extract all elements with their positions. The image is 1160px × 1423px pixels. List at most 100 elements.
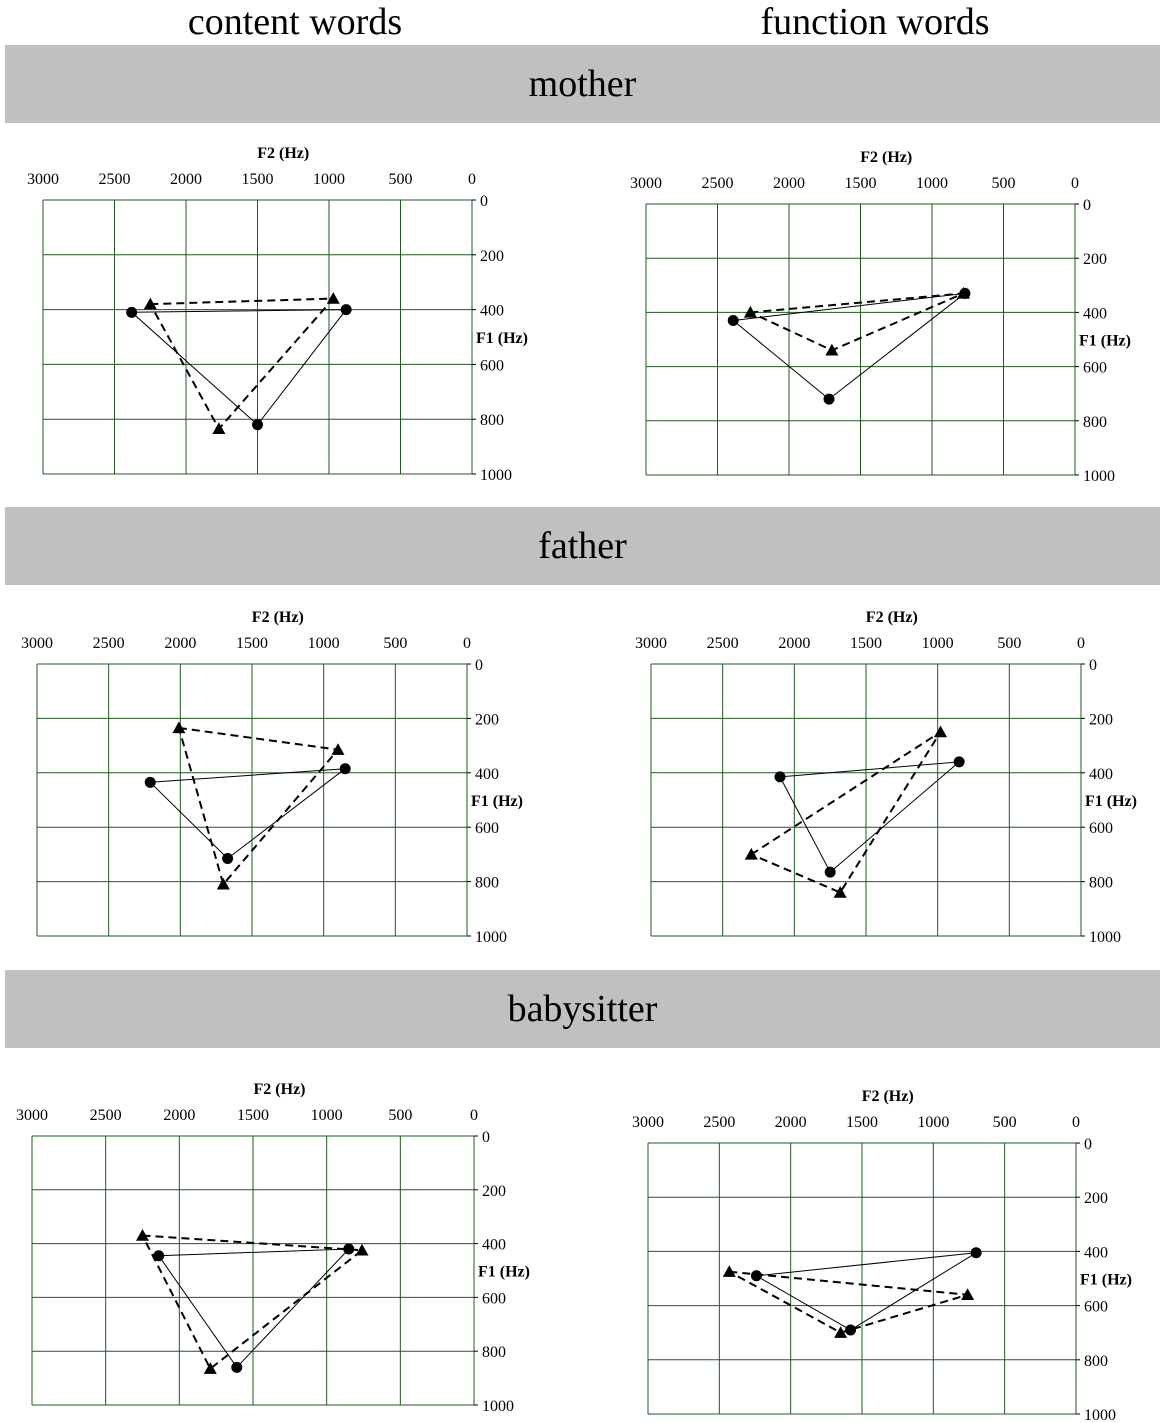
x-tick-label: 500 — [993, 1114, 1017, 1131]
triangle-marker — [957, 286, 970, 299]
circle-marker — [252, 419, 263, 431]
circle-marker — [343, 1243, 355, 1255]
series-triangle-line — [148, 297, 336, 431]
x-tick-label: 2500 — [90, 1107, 122, 1124]
circle-marker — [727, 315, 739, 327]
triangle-marker — [203, 1362, 217, 1374]
y-tick-label: 600 — [1083, 360, 1107, 377]
triangle-marker — [212, 422, 226, 434]
panel-band-babysitter: babysitter — [5, 970, 1160, 1048]
x-tick-label: 1000 — [917, 1114, 949, 1131]
x-tick-label: 2500 — [707, 635, 739, 652]
y-tick-label: 0 — [1084, 1136, 1092, 1153]
circle-marker — [953, 756, 965, 768]
series-triangle-line — [177, 726, 340, 887]
circle-marker — [824, 866, 836, 878]
triangle-marker — [136, 1229, 149, 1241]
function-words-heading: function words — [760, 1, 990, 43]
circle-marker — [774, 771, 786, 783]
x-tick-label: 3000 — [27, 171, 59, 188]
circle-marker — [339, 763, 351, 775]
x-tick-label: 2000 — [775, 1114, 807, 1131]
y-axis-title: F1 (Hz) — [478, 1264, 530, 1281]
x-tick-label: 1500 — [850, 635, 882, 652]
y-tick-label: 1000 — [482, 1398, 514, 1415]
x-tick-label: 1500 — [845, 175, 877, 192]
y-tick-label: 200 — [1089, 711, 1113, 728]
y-tick-label: 200 — [475, 711, 499, 728]
x-tick-label: 0 — [1077, 635, 1085, 652]
x-tick-label: 0 — [470, 1107, 478, 1124]
y-tick-label: 800 — [1084, 1353, 1108, 1370]
triangle-marker — [743, 305, 757, 318]
series-circle-line — [157, 1248, 351, 1369]
x-tick-label: 1000 — [916, 175, 948, 192]
y-tick-label: 600 — [1084, 1299, 1108, 1316]
x-tick-label: 2500 — [703, 1114, 735, 1131]
x-axis-title: F2 (Hz) — [866, 609, 918, 626]
triangle-marker — [722, 1265, 736, 1277]
x-tick-label: 3000 — [16, 1107, 48, 1124]
triangle-marker — [143, 297, 157, 310]
x-tick-label: 1500 — [242, 171, 274, 188]
y-tick-label: 400 — [475, 766, 499, 783]
series-triangle-line — [140, 1234, 365, 1371]
x-tick-label: 2500 — [702, 175, 734, 192]
y-axis-title: F1 (Hz) — [471, 793, 523, 810]
y-tick-label: 400 — [480, 303, 504, 320]
y-tick-label: 400 — [1089, 766, 1113, 783]
y-tick-label: 600 — [475, 820, 499, 837]
series-triangle-line — [728, 1270, 968, 1334]
x-tick-label: 3000 — [635, 635, 667, 652]
series-circle-line — [731, 292, 967, 400]
y-tick-label: 800 — [1089, 875, 1113, 892]
x-tick-label: 3000 — [632, 1114, 664, 1131]
series-circle-line — [149, 768, 347, 860]
series-triangle-line — [746, 292, 964, 352]
series-circle-line — [779, 761, 961, 873]
y-tick-label: 0 — [482, 1129, 490, 1146]
x-tick-label: 1000 — [311, 1107, 343, 1124]
series-circle-line — [754, 1252, 977, 1331]
triangle-marker — [834, 1326, 848, 1338]
y-tick-label: 1000 — [1084, 1407, 1116, 1423]
circle-marker — [222, 852, 234, 864]
x-tick-label: 500 — [388, 1107, 412, 1124]
triangle-marker — [825, 343, 839, 356]
circle-marker — [153, 1250, 165, 1262]
triangle-marker — [833, 886, 847, 898]
x-axis-title: F2 (Hz) — [252, 609, 304, 626]
x-tick-label: 2500 — [93, 635, 125, 652]
x-tick-label: 500 — [997, 635, 1021, 652]
panel-band-mother: mother — [5, 45, 1160, 123]
y-tick-label: 1000 — [1089, 929, 1121, 946]
y-tick-label: 200 — [1084, 1190, 1108, 1207]
y-tick-label: 600 — [480, 357, 504, 374]
x-tick-label: 2500 — [99, 171, 131, 188]
y-tick-label: 200 — [1083, 251, 1107, 268]
x-tick-label: 0 — [463, 635, 471, 652]
y-tick-label: 400 — [1083, 305, 1107, 322]
x-axis-title: F2 (Hz) — [860, 149, 912, 166]
chart-5: 3000 2500 2000 1500 1000 500 00 200 400 600 800 100… — [632, 1088, 1132, 1423]
chart-4: 3000 2500 2000 1500 1000 500 00 200 400 600 800 100… — [16, 1081, 530, 1415]
x-tick-label: 500 — [389, 171, 413, 188]
circle-marker — [750, 1270, 762, 1282]
x-axis-title: F2 (Hz) — [254, 1081, 306, 1098]
y-tick-label: 800 — [482, 1344, 506, 1361]
y-axis-title: F1 (Hz) — [1079, 333, 1131, 350]
circle-marker — [845, 1324, 857, 1336]
y-tick-label: 0 — [475, 657, 483, 674]
series-triangle-line — [749, 731, 942, 894]
triangle-marker — [331, 743, 345, 755]
y-axis-title: F1 (Hz) — [1080, 1272, 1132, 1289]
y-tick-label: 1000 — [1083, 468, 1115, 485]
series-circle-line — [130, 309, 348, 426]
x-tick-label: 500 — [992, 175, 1016, 192]
y-axis-title: F1 (Hz) — [476, 330, 528, 347]
y-tick-label: 800 — [475, 875, 499, 892]
y-axis-title: F1 (Hz) — [1085, 793, 1137, 810]
y-tick-label: 0 — [480, 193, 488, 210]
y-tick-label: 200 — [482, 1183, 506, 1200]
y-tick-label: 200 — [480, 248, 504, 265]
